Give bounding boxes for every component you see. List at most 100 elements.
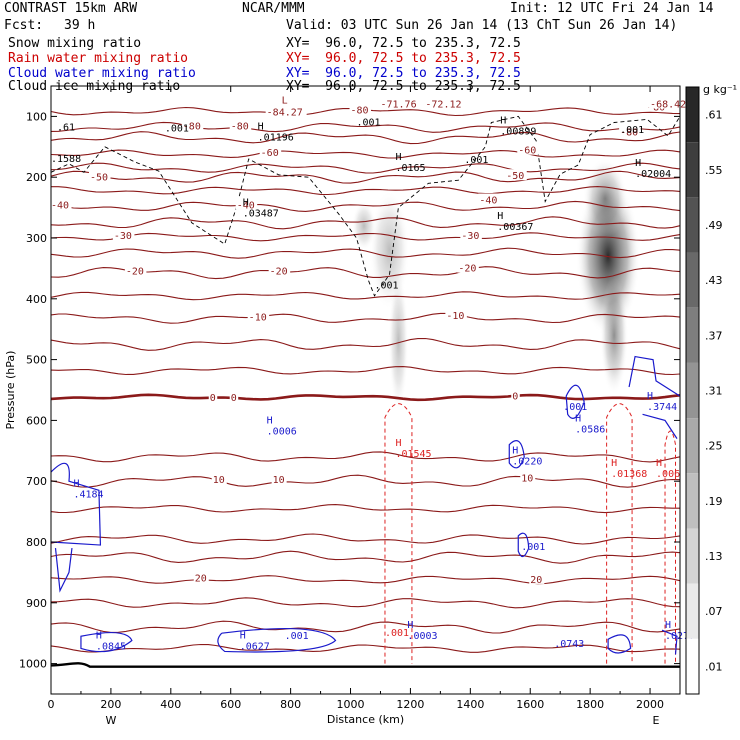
- cloud-water-contour: [607, 634, 632, 654]
- temperature-label: -30: [114, 231, 132, 242]
- temperature-label-bg: [268, 264, 291, 276]
- temperature-isotherm: [50, 149, 681, 159]
- temperature-isotherm: [51, 186, 681, 196]
- temperature-label-bg: [517, 143, 539, 155]
- x-tick-label: 1200: [396, 698, 424, 711]
- x-tick-label: 200: [100, 698, 121, 711]
- temperature-label: -50: [506, 171, 524, 182]
- temperature-label: -60: [261, 148, 279, 159]
- temperature-label-bg: [247, 310, 270, 322]
- colorbar-label: .01: [705, 660, 723, 673]
- x-tick-label: 1400: [456, 698, 484, 711]
- cloud-water-label: .0220: [512, 457, 542, 468]
- temperature-extremum-bg: [379, 97, 421, 109]
- rain-label: .001: [385, 628, 409, 639]
- temperature-label-bg: [229, 119, 252, 131]
- temperature-extremum-bg: [265, 105, 307, 117]
- rain-label: .01545: [395, 449, 431, 460]
- freezing-level-line: [50, 393, 681, 402]
- cloud-water-contour: [80, 631, 133, 653]
- cloud-water-extremum-marker: H: [96, 631, 102, 642]
- rain-contour: [664, 430, 677, 664]
- field-name-cloud-ice: Cloud ice mixing ratio: [8, 79, 181, 94]
- cloud-water-extremum-marker: H: [240, 631, 246, 642]
- y-tick-label: 700: [26, 475, 47, 488]
- temperature-label: 20: [530, 575, 542, 586]
- temperature-label-bg: [505, 169, 527, 181]
- temperature-label: -10: [446, 311, 464, 322]
- temperature-isotherm: [50, 266, 681, 280]
- temperature-label-bg: [124, 264, 147, 276]
- x-tick-label: 600: [220, 698, 241, 711]
- temperature-label-bg: [112, 228, 135, 240]
- snow-label: .61: [57, 122, 75, 133]
- snow-label: .1588: [51, 154, 81, 165]
- temperature-label-bg: [208, 391, 218, 403]
- temperature-label-bg: [619, 125, 641, 137]
- colorbar-segment: [686, 583, 699, 639]
- colorbar-segment: [686, 418, 699, 474]
- x-tick-label: 1000: [337, 698, 365, 711]
- temperature-label: -20: [270, 267, 288, 278]
- temperature-label: -10: [249, 312, 267, 323]
- x-axis-title: Distance (km): [327, 713, 404, 726]
- colorbar-segment: [686, 142, 699, 198]
- cloud-water-extremum-marker: H: [73, 479, 79, 490]
- rain-label: .01368: [611, 469, 647, 480]
- cloud-water-extremum-marker: H: [267, 415, 273, 426]
- cloud-water-contour: [565, 384, 585, 419]
- temperature-contours: [50, 106, 681, 668]
- temperature-label-bg: [520, 471, 536, 483]
- cloud-water-contour: [217, 627, 337, 653]
- temperature-isotherm: [50, 575, 681, 585]
- colorbar-label: .43: [705, 274, 723, 287]
- cloud-water-label: .0006: [267, 426, 297, 437]
- temperature-label: 10: [273, 475, 285, 486]
- temperature-label-bg: [181, 119, 204, 131]
- colorbar-segment: [686, 307, 699, 363]
- y-tick-label: 900: [26, 597, 47, 610]
- temperature-label: -80: [351, 106, 369, 117]
- y-tick-label: 1000: [19, 658, 47, 671]
- colorbar-label: .37: [705, 329, 723, 342]
- cloud-water-extremum-marker: H: [407, 620, 413, 631]
- west-label: W: [105, 714, 116, 727]
- colorbar-label: .13: [705, 550, 723, 563]
- temperature-isotherm: [50, 366, 681, 376]
- field-xy-snow: XY= 96.0, 72.5 to 235.3, 72.5: [286, 36, 521, 51]
- temperature-label: 20: [195, 574, 207, 585]
- plot-area: [51, 86, 680, 694]
- x-tick-label: 400: [160, 698, 181, 711]
- snow-label: .001: [165, 124, 189, 135]
- rain-contour: [606, 403, 633, 664]
- temperature-isotherm: [50, 550, 681, 564]
- snow-contour: [50, 115, 681, 297]
- y-tick-label: 200: [26, 171, 47, 184]
- temperature-label-bg: [445, 309, 467, 321]
- temperature-isotherm: [50, 533, 681, 545]
- x-tick-label: 800: [280, 698, 301, 711]
- valid-time: Valid: 03 UTC Sun 26 Jan 14 (13 ChT Sun …: [286, 18, 678, 33]
- cloud-water-label: .4184: [73, 490, 103, 501]
- colorbar-segment: [686, 528, 699, 584]
- snow-label: .001: [620, 125, 644, 136]
- temperature-label-bg: [211, 473, 227, 485]
- snow-label: .001: [374, 280, 398, 291]
- temperature-label-bg: [460, 228, 482, 240]
- temperature-isotherm: [50, 200, 681, 212]
- plot-background: [51, 86, 680, 694]
- temperature-low-marker: L: [282, 95, 288, 106]
- colorbar: .61 .55 .49 .43 .37 .31 .25 .19 .13 .07 .01 g kg⁻¹: [685, 83, 737, 695]
- snow-extremum-marker: H: [395, 152, 401, 163]
- temperature-isotherm: [50, 232, 681, 242]
- cloud-water-label: .001: [285, 631, 309, 642]
- snow-label: .02004: [635, 169, 671, 180]
- temperature-label: -60: [518, 146, 536, 157]
- temperature-isotherm: [50, 451, 681, 463]
- temperature-isotherm: [50, 216, 681, 230]
- temperature-extremum-bg: [424, 97, 466, 109]
- colorbar-label: .61: [705, 109, 723, 122]
- colorbar-label: .55: [705, 164, 723, 177]
- temperature-label-bg: [478, 193, 500, 205]
